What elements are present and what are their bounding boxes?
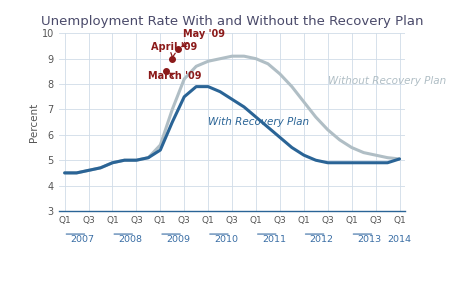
- Text: May '09: May '09: [182, 29, 225, 47]
- Text: 2012: 2012: [310, 235, 334, 244]
- Text: 2013: 2013: [358, 235, 382, 244]
- Text: April '09: April '09: [151, 42, 197, 58]
- Text: With Recovery Plan: With Recovery Plan: [208, 117, 309, 127]
- Text: 2009: 2009: [166, 235, 190, 244]
- Y-axis label: Percent: Percent: [29, 103, 39, 142]
- Text: 2008: 2008: [118, 235, 142, 244]
- Text: March '09: March '09: [148, 71, 202, 81]
- Text: Without Recovery Plan: Without Recovery Plan: [328, 76, 446, 86]
- Title: Unemployment Rate With and Without the Recovery Plan: Unemployment Rate With and Without the R…: [41, 15, 423, 28]
- Text: 2010: 2010: [214, 235, 238, 244]
- Text: 2007: 2007: [71, 235, 95, 244]
- Text: 2014: 2014: [387, 235, 412, 244]
- Text: 2011: 2011: [262, 235, 286, 244]
